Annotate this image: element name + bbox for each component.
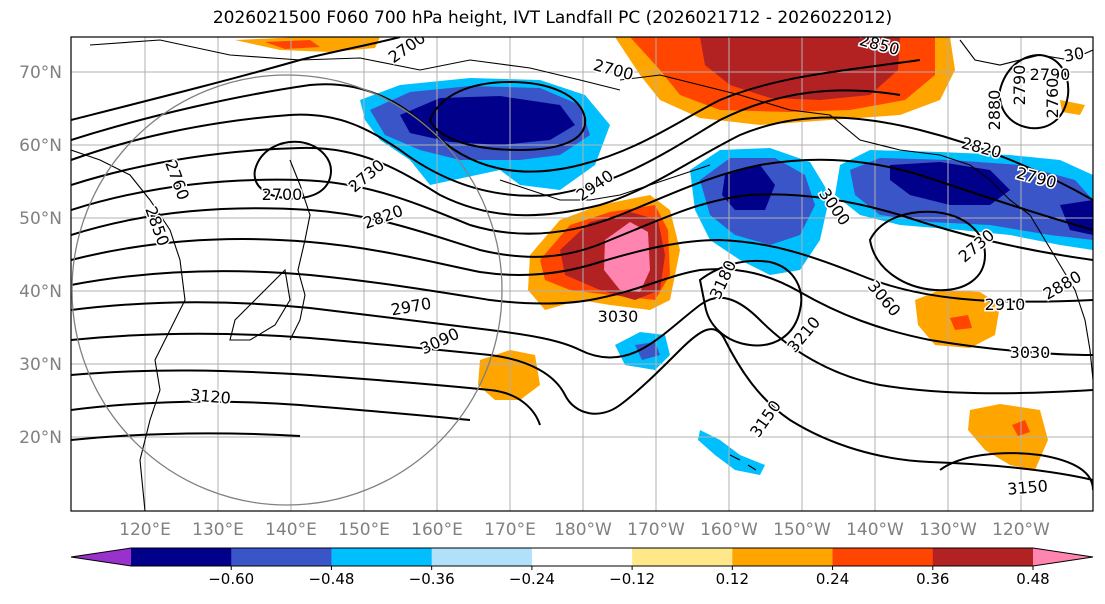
colorbar-extend-high xyxy=(1033,548,1093,566)
contour-label: 3120 xyxy=(189,385,231,407)
coastline-hawaii xyxy=(729,454,757,471)
latitude-labels: 70°N 60°N 50°N 40°N 30°N 20°N xyxy=(19,63,62,448)
coastline-japan xyxy=(229,268,291,341)
colorbar-tick-label: −0.12 xyxy=(609,570,655,588)
colorbar-tick-label: −0.60 xyxy=(208,570,254,588)
latitude-label: 70°N xyxy=(19,63,62,83)
longitude-label: 170°W xyxy=(627,520,685,540)
colorbar-segment xyxy=(531,548,633,566)
contour-label: 3030 xyxy=(598,307,639,326)
contour-label: 3030 xyxy=(1010,343,1051,362)
map-title: 2026021500 F060 700 hPa height, IVT Land… xyxy=(212,8,893,28)
negative-anomaly-bering-core xyxy=(400,96,575,145)
colorbar-segment xyxy=(932,548,1034,566)
longitude-label: 150°E xyxy=(338,520,390,540)
colorbar-segment xyxy=(832,548,934,566)
negative-anomaly-small-south-core xyxy=(635,342,660,360)
coastline-asia xyxy=(71,149,186,511)
negative-anomaly-hawaii xyxy=(698,430,765,475)
colorbar-tick-label: 0.48 xyxy=(1016,570,1049,588)
contour-label: 2760 xyxy=(1043,78,1062,119)
coastline-siberia xyxy=(89,39,621,91)
contour-label: 2970 xyxy=(389,294,432,320)
contour-label: 2790 xyxy=(1030,65,1071,84)
colorbar-segment xyxy=(732,548,834,566)
colorbar-tick-label: 0.24 xyxy=(816,570,849,588)
graticule xyxy=(71,37,1093,511)
colorbar: −0.60 −0.48 −0.36 −0.24 −0.12 0.12 0.24 0.36 0.4… xyxy=(70,547,1094,588)
colorbar-segment xyxy=(632,548,733,566)
longitude-label: 130°W xyxy=(919,520,977,540)
height-contours xyxy=(71,37,1093,491)
colorbar-segment xyxy=(431,548,533,566)
coastline-north-america xyxy=(1029,214,1093,381)
colorbar-tick-label: −0.24 xyxy=(509,570,555,588)
longitude-label: 160°W xyxy=(700,520,758,540)
positive-anomaly-nw-core xyxy=(265,40,320,49)
colorbar-segment xyxy=(231,548,332,566)
colorbar-tick-label: −0.36 xyxy=(409,570,455,588)
latitude-label: 40°N xyxy=(19,282,62,302)
longitude-label: 120°W xyxy=(992,520,1050,540)
contour-label: 2700 xyxy=(262,185,303,204)
longitude-label: 170°E xyxy=(484,520,536,540)
colorbar-tick-label: −0.48 xyxy=(308,570,354,588)
contour-label: 3150 xyxy=(1006,476,1048,498)
latitude-label: 50°N xyxy=(19,209,62,229)
contour-label: 2790 xyxy=(1010,65,1029,106)
coastline-aleutians xyxy=(499,164,711,201)
longitude-label: 180°W xyxy=(554,520,612,540)
coastline-alaska xyxy=(619,74,1031,216)
colorbar-segment xyxy=(331,548,433,566)
map-frame xyxy=(70,36,1094,512)
latitude-label: 60°N xyxy=(19,136,62,156)
longitude-label: 140°E xyxy=(265,520,317,540)
longitude-label: 150°W xyxy=(773,520,831,540)
coastline-kamchatka xyxy=(289,159,311,341)
longitude-label: 140°W xyxy=(846,520,904,540)
ivt-shading xyxy=(235,37,1093,475)
colorbar-segment xyxy=(131,548,232,566)
negative-anomaly-gulf-core xyxy=(722,165,775,210)
longitude-label: 160°E xyxy=(411,520,463,540)
colorbar-tick-label: 0.12 xyxy=(716,570,749,588)
positive-anomaly-california-core xyxy=(950,315,972,330)
latitude-label: 30°N xyxy=(19,355,62,375)
longitude-label: 130°E xyxy=(192,520,244,540)
contour-label: 2880 xyxy=(985,90,1004,131)
contour-label: 2910 xyxy=(985,295,1026,314)
latitude-label: 20°N xyxy=(19,428,62,448)
longitude-labels: 120°E 130°E 140°E 150°E 160°E 170°E 180°W 170°W… xyxy=(119,520,1050,540)
range-ring xyxy=(71,74,503,506)
contour-label: 30 xyxy=(1062,43,1085,65)
colorbar-tick-label: 0.36 xyxy=(916,570,949,588)
coastlines xyxy=(71,39,1093,511)
colorbar-outline xyxy=(70,547,1094,567)
positive-anomaly-central-max xyxy=(604,222,650,292)
colorbar-extend-low xyxy=(71,548,131,566)
longitude-label: 120°E xyxy=(119,520,171,540)
positive-anomaly-north-max xyxy=(700,37,900,100)
